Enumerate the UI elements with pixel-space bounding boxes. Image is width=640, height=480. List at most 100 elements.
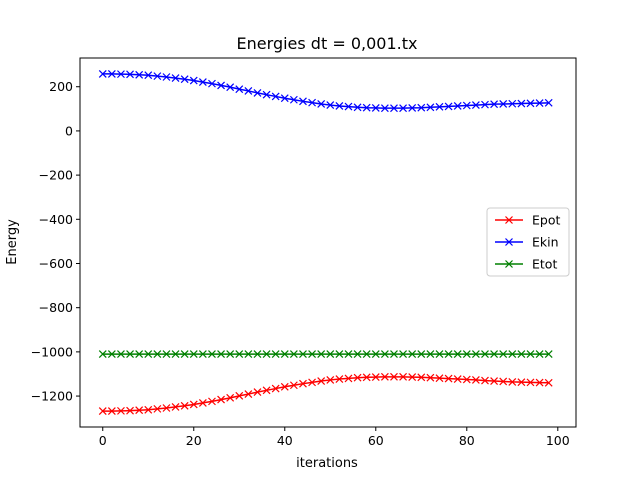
y-axis-label: Energy xyxy=(5,219,20,265)
etot-point xyxy=(153,350,162,359)
legend-marker-etot xyxy=(505,260,513,268)
epot-point xyxy=(544,378,553,387)
etot-point xyxy=(144,350,153,359)
ekin-point xyxy=(453,102,462,110)
y-tick-label: 200 xyxy=(49,79,73,94)
etot-point xyxy=(362,350,371,359)
etot-point xyxy=(344,350,353,359)
legend-item-epot: Epot xyxy=(495,213,560,228)
ekin-line xyxy=(102,73,549,109)
ekin-point xyxy=(317,100,326,108)
epot-point xyxy=(380,372,389,381)
ekin-point xyxy=(517,99,526,108)
ekin-point xyxy=(344,102,353,111)
epot-point xyxy=(189,400,198,409)
epot-point xyxy=(244,390,253,399)
etot-point xyxy=(353,350,362,359)
ekin-point xyxy=(217,81,225,90)
epot-point xyxy=(226,393,235,402)
x-axis-label: iterations xyxy=(296,456,358,471)
etot-point xyxy=(390,350,398,359)
epot-point xyxy=(153,404,162,413)
etot-point xyxy=(244,350,253,359)
ekin-point xyxy=(98,69,107,78)
epot-point xyxy=(335,375,344,383)
y-tick-label: −800 xyxy=(39,300,73,315)
etot-point xyxy=(508,350,517,359)
y-tick-label: −1000 xyxy=(31,344,73,359)
plot-frame xyxy=(79,57,577,428)
ekin-point xyxy=(499,100,508,108)
etot-point xyxy=(135,350,144,359)
chart-title: Energies dt = 0,001.tx xyxy=(237,34,418,53)
etot-point xyxy=(535,350,544,359)
ekin-point xyxy=(253,88,262,97)
ekin-point xyxy=(107,69,116,78)
etot-point xyxy=(417,350,426,359)
epot-point xyxy=(289,381,298,390)
etot-point xyxy=(217,350,225,359)
epot-point xyxy=(417,373,426,382)
epot-point xyxy=(453,375,462,383)
epot-point xyxy=(508,378,517,386)
epot-point xyxy=(198,398,207,407)
epot-point xyxy=(490,377,499,385)
epot-point xyxy=(317,377,326,385)
ekin-point xyxy=(362,103,371,112)
epot-point xyxy=(208,397,216,406)
epot-point xyxy=(253,388,262,397)
series-ekin xyxy=(98,69,553,113)
epot-point xyxy=(271,384,280,393)
y-tick-label: 0 xyxy=(65,123,73,138)
epot-point xyxy=(390,372,398,381)
epot-point xyxy=(135,406,144,415)
ekin-point xyxy=(271,92,280,101)
ekin-point xyxy=(235,85,244,94)
x-tick-label: 100 xyxy=(546,433,570,448)
etot-point xyxy=(308,350,316,359)
etot-point xyxy=(208,350,216,359)
x-tick-label: 80 xyxy=(459,433,475,448)
epot-point xyxy=(162,404,171,412)
etot-point xyxy=(380,350,389,359)
ekin-point xyxy=(144,71,153,80)
legend-label-epot: Epot xyxy=(532,213,560,228)
ekin-point xyxy=(244,86,253,95)
ekin-point xyxy=(390,104,398,113)
ekin-point xyxy=(162,73,171,81)
epot-point xyxy=(353,373,362,382)
etot-point xyxy=(262,350,271,359)
epot-line xyxy=(102,376,549,412)
legend-item-ekin: Ekin xyxy=(495,235,559,250)
epot-point xyxy=(180,401,189,410)
etot-point xyxy=(253,350,262,359)
y-axis: −1200 −1000 −800 −600 −400 −200 0 200 xyxy=(31,79,80,404)
legend-marker-ekin xyxy=(505,238,513,246)
etot-point xyxy=(162,350,171,359)
etot-point xyxy=(462,350,471,359)
epot-point xyxy=(117,406,125,415)
epot-point xyxy=(308,378,316,387)
etot-point xyxy=(399,350,408,359)
ekin-point xyxy=(526,99,535,108)
y-tick-label: −1200 xyxy=(31,389,73,404)
series-epot xyxy=(98,372,553,416)
epot-point xyxy=(371,373,380,381)
ekin-point xyxy=(226,83,235,92)
epot-point xyxy=(262,386,271,395)
epot-point xyxy=(481,376,489,385)
ekin-point xyxy=(180,75,189,84)
ekin-point xyxy=(299,97,307,106)
epot-point xyxy=(299,379,307,388)
ekin-point xyxy=(326,101,335,109)
ekin-point xyxy=(471,101,480,109)
ekin-point xyxy=(135,70,144,79)
ekin-point xyxy=(408,104,417,112)
epot-point xyxy=(235,391,244,400)
plot-area xyxy=(98,69,553,416)
x-tick-label: 60 xyxy=(368,433,384,448)
epot-point xyxy=(144,405,153,414)
ekin-point xyxy=(417,103,426,112)
epot-point xyxy=(399,372,408,381)
etot-point xyxy=(444,350,453,359)
